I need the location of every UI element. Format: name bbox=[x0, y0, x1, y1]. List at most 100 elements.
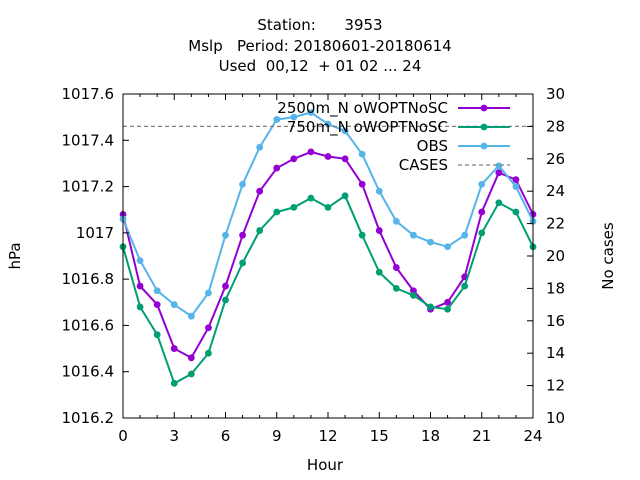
x-tick-label: 6 bbox=[221, 427, 231, 445]
data-point-2 bbox=[153, 287, 161, 295]
y2-tick-label: 14 bbox=[546, 344, 565, 362]
legend-label: 750m_N oWOPTNoSC bbox=[287, 118, 448, 137]
y-tick-label: 1016.6 bbox=[62, 316, 115, 334]
x-axis-label: Hour bbox=[307, 456, 344, 474]
chart-title-line-2: Mslp Period: 20180601-20180614 bbox=[188, 37, 452, 55]
x-tick-label: 15 bbox=[370, 427, 389, 445]
data-point-1 bbox=[222, 296, 229, 304]
legend-label: OBS bbox=[417, 137, 448, 155]
series-line-2 bbox=[122, 111, 534, 318]
data-point-2 bbox=[495, 162, 503, 170]
data-point-0 bbox=[392, 264, 400, 271]
data-point-0 bbox=[256, 187, 264, 195]
data-point-2 bbox=[512, 183, 520, 190]
data-point-2 bbox=[461, 231, 469, 239]
x-tick-label: 3 bbox=[169, 427, 179, 445]
data-point-2 bbox=[444, 243, 451, 251]
data-point-0 bbox=[495, 169, 503, 177]
data-point-0 bbox=[375, 227, 383, 234]
data-point-2 bbox=[205, 289, 212, 297]
y2-tick-label: 10 bbox=[546, 409, 565, 427]
data-point-1 bbox=[239, 259, 246, 267]
legend-label: CASES bbox=[399, 156, 448, 174]
legend-swatch-marker bbox=[480, 104, 488, 112]
data-point-1 bbox=[273, 208, 281, 216]
data-point-1 bbox=[427, 303, 434, 311]
data-point-1 bbox=[153, 331, 161, 339]
data-point-0 bbox=[205, 324, 212, 332]
x-tick-label: 0 bbox=[118, 427, 128, 445]
x-tick-label: 12 bbox=[318, 427, 337, 445]
data-point-0 bbox=[239, 231, 246, 239]
y2-tick-label: 26 bbox=[546, 150, 565, 168]
data-point-0 bbox=[170, 345, 178, 352]
data-point-1 bbox=[358, 231, 366, 239]
data-point-1 bbox=[392, 285, 400, 292]
data-point-2 bbox=[358, 150, 366, 158]
y-tick-label: 1017.2 bbox=[62, 178, 115, 196]
data-point-2 bbox=[341, 127, 349, 135]
data-point-1 bbox=[187, 370, 195, 378]
data-point-1 bbox=[495, 199, 503, 207]
chart-title-line-1: Station: 3953 bbox=[257, 16, 383, 34]
data-point-1 bbox=[136, 303, 144, 311]
chart-title-line-3: Used 00,12 + 01 02 ... 24 bbox=[218, 57, 422, 75]
data-point-2 bbox=[136, 257, 144, 265]
data-point-2 bbox=[410, 231, 417, 239]
data-point-1 bbox=[461, 282, 469, 290]
data-point-2 bbox=[392, 217, 400, 225]
y2-axis-label: No cases bbox=[599, 222, 617, 290]
y2-tick-label: 20 bbox=[546, 247, 565, 265]
data-point-1 bbox=[170, 379, 178, 387]
y-tick-label: 1016.4 bbox=[62, 363, 115, 381]
y2-tick-label: 30 bbox=[546, 85, 565, 103]
data-point-1 bbox=[205, 349, 212, 357]
data-point-2 bbox=[478, 180, 486, 188]
data-point-0 bbox=[153, 301, 161, 308]
x-tick-label: 9 bbox=[272, 427, 282, 445]
y2-tick-label: 16 bbox=[546, 312, 565, 330]
data-point-1 bbox=[256, 227, 264, 234]
data-point-0 bbox=[512, 176, 520, 184]
data-point-2 bbox=[239, 180, 246, 188]
data-point-2 bbox=[273, 116, 281, 123]
data-point-2 bbox=[170, 301, 178, 308]
data-point-2 bbox=[427, 238, 434, 246]
data-point-0 bbox=[222, 282, 229, 290]
y-tick-label: 1017.6 bbox=[62, 85, 115, 103]
data-point-0 bbox=[324, 153, 332, 160]
data-point-2 bbox=[307, 109, 315, 116]
data-point-0 bbox=[444, 298, 451, 306]
data-point-1 bbox=[375, 268, 383, 276]
y-tick-label: 1017 bbox=[76, 224, 114, 242]
data-point-0 bbox=[478, 208, 486, 216]
y2-tick-label: 18 bbox=[546, 279, 565, 297]
legend-label: 2500m_N oWOPTNoSC bbox=[277, 99, 448, 118]
y-axis-label: hPa bbox=[6, 242, 24, 269]
y-tick-label: 1016.2 bbox=[62, 409, 115, 427]
data-point-0 bbox=[136, 282, 144, 290]
data-point-1 bbox=[478, 229, 486, 237]
y-tick-label: 1017.4 bbox=[62, 131, 115, 149]
data-point-0 bbox=[307, 148, 315, 156]
y-tick-label: 1016.8 bbox=[62, 270, 115, 288]
data-point-1 bbox=[341, 192, 349, 200]
legend-swatch-marker bbox=[480, 123, 488, 131]
data-point-2 bbox=[375, 187, 383, 195]
data-point-1 bbox=[410, 291, 417, 299]
axis-layer: 0 3 6 9 12 15 18 21 24 1016.2 1016.4 1016.6 1016.8 10… bbox=[62, 85, 566, 445]
data-point-0 bbox=[341, 155, 349, 163]
y2-tick-label: 28 bbox=[546, 117, 565, 135]
data-point-0 bbox=[290, 155, 298, 163]
data-point-2 bbox=[222, 231, 229, 239]
legend-swatch-marker bbox=[480, 142, 488, 150]
x-tick-label: 21 bbox=[472, 427, 491, 445]
data-point-2 bbox=[187, 312, 195, 320]
series-line-0 bbox=[122, 150, 534, 360]
data-point-0 bbox=[358, 180, 366, 188]
plot-frame bbox=[122, 93, 534, 419]
data-point-0 bbox=[273, 164, 281, 172]
y2-tick-label: 24 bbox=[546, 182, 565, 200]
